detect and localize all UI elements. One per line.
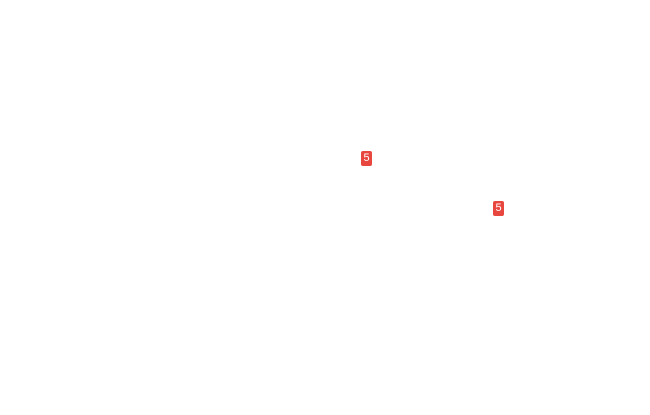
mark-badge-5b[interactable]: 5 (493, 201, 504, 216)
mark-badge-5a[interactable]: 5 (361, 151, 372, 166)
